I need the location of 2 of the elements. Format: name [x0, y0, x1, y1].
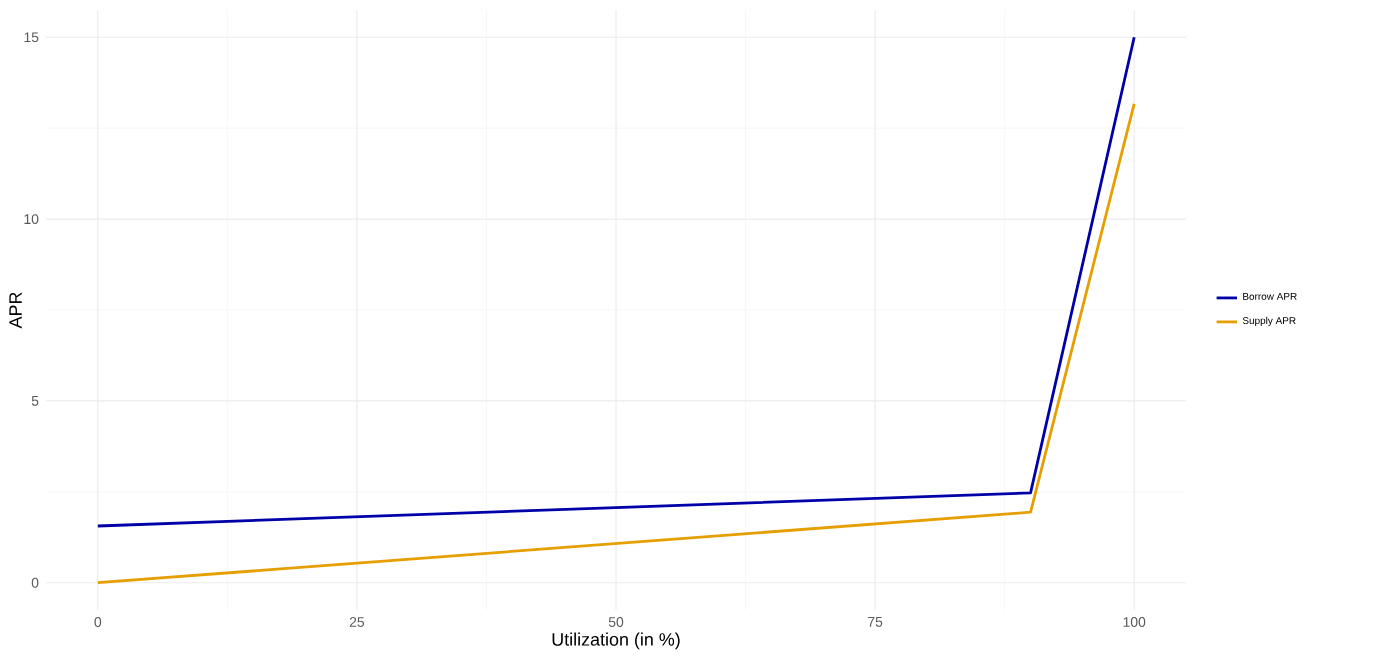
y-axis-title: APR — [9, 292, 22, 329]
x-axis-title: Utilization (in %) — [552, 632, 680, 650]
